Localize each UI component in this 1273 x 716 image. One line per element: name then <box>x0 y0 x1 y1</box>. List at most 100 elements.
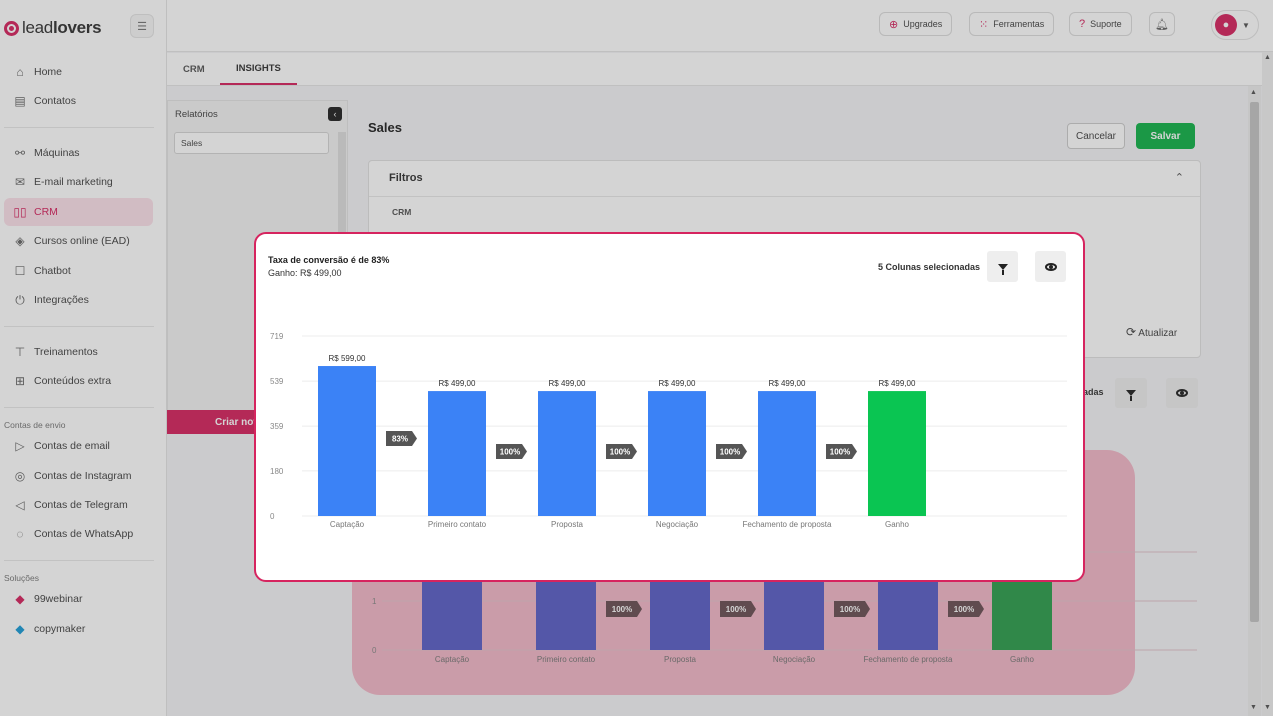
eye-icon <box>1176 389 1188 397</box>
leadlovers-logo[interactable]: leadlovers <box>4 14 102 42</box>
conversion-arrow <box>826 444 857 459</box>
copymaker-icon: ◆ <box>15 622 25 636</box>
logo-icon <box>4 20 19 36</box>
sidebar-item-cursos[interactable]: ◈ Cursos online (EAD) <box>4 227 153 255</box>
divider <box>4 127 154 128</box>
conversion-label: 83% <box>392 435 408 444</box>
scroll-up-icon[interactable]: ▲ <box>1264 54 1271 61</box>
sidebar-item-conteudos-extra[interactable]: ⊞ Conteúdos extra <box>4 367 153 395</box>
sidebar-item-treinamentos[interactable]: ⊤ Treinamentos <box>4 338 153 366</box>
refresh-icon: ⟳ <box>1126 325 1137 339</box>
sidebar-item-copymaker[interactable]: ◆ copymaker <box>4 615 153 643</box>
scroll-down-icon[interactable]: ▼ <box>1250 704 1257 711</box>
avatar: ● <box>1215 14 1237 36</box>
send-icon: ▷ <box>15 439 25 453</box>
chatbot-icon: ☐ <box>14 264 26 278</box>
user-menu[interactable]: ● ▼ <box>1211 10 1259 40</box>
x-tick-label: Primeiro contato <box>537 655 596 664</box>
filter-button[interactable] <box>987 251 1018 282</box>
y-tick-label: 719 <box>270 332 284 341</box>
page-title: Sales <box>368 120 402 135</box>
bar <box>538 391 596 516</box>
home-icon: ⌂ <box>16 65 24 79</box>
scroll-down-icon[interactable]: ▼ <box>1264 704 1271 711</box>
x-tick-label: Ganho <box>885 520 910 529</box>
upgrades-button[interactable]: ⊕ Upgrades <box>879 12 953 36</box>
divider <box>369 196 1200 197</box>
chevron-up-icon[interactable]: ⌃ <box>1174 172 1184 184</box>
tab-insights[interactable]: INSIGHTS <box>220 53 297 85</box>
conversion-arrow <box>606 601 642 617</box>
visibility-button[interactable] <box>1035 251 1066 282</box>
bar <box>428 391 486 516</box>
columns-selected-label: 5 Colunas selecionadas <box>878 262 981 272</box>
x-tick-label: Primeiro contato <box>428 520 487 529</box>
graduation-icon: ◈ <box>15 234 25 248</box>
bar-value-label: R$ 499,00 <box>659 379 696 388</box>
help-icon: ? <box>1079 18 1086 30</box>
x-tick-label: Proposta <box>664 655 697 664</box>
x-tick-label: Ganho <box>1010 655 1035 664</box>
bar-value-label: R$ 499,00 <box>769 379 806 388</box>
x-tick-label: Proposta <box>551 520 584 529</box>
y-tick-label: 0 <box>270 512 275 521</box>
sidebar: leadlovers ☰ ⌂ Home ▤ Contatos ⚯ Máquinas ✉… <box>0 0 167 716</box>
bar <box>868 391 926 516</box>
divider <box>4 326 154 327</box>
bell-icon[interactable]: 🔔︎ <box>1149 12 1175 36</box>
x-tick-label: Captação <box>330 520 365 529</box>
save-button[interactable]: Salvar <box>1136 123 1195 149</box>
sidebar-item-chatbot[interactable]: ☐ Chatbot <box>4 257 153 285</box>
sidebar-item-contatos[interactable]: ▤ Contatos <box>4 87 153 115</box>
refresh-button[interactable]: ⟳ Atualizar <box>1126 325 1178 339</box>
sidebar-item-maquinas[interactable]: ⚯ Máquinas <box>4 139 153 167</box>
funnel-chart: 0 180 359 539 719 R$ 599,00 Captação R$ 499,00 P… <box>270 332 1067 529</box>
sidebar-item-contas-telegram[interactable]: ◁ Contas de Telegram <box>4 491 153 519</box>
sidebar-item-integracoes[interactable]: ⏻ Integrações <box>4 286 153 314</box>
page-scrollbar[interactable]: ▲ ▼ <box>1262 52 1273 716</box>
sidebar-item-99webinar[interactable]: ◆ 99webinar <box>4 585 153 613</box>
ferramentas-button[interactable]: ⁙ Ferramentas <box>969 12 1055 36</box>
instagram-icon: ◎ <box>14 469 26 483</box>
contacts-icon: ▤ <box>14 94 26 108</box>
chevron-left-icon[interactable]: ‹ <box>328 107 342 121</box>
bar-value-label: R$ 499,00 <box>549 379 586 388</box>
bar <box>318 366 376 516</box>
y-tick-label: 1 <box>372 597 377 606</box>
section-solucoes: Soluções <box>4 573 39 583</box>
filter-icon <box>997 263 1008 275</box>
conversion-chart-modal: Taxa de conversão é de 83% Ganho: R$ 499… <box>254 232 1085 582</box>
sidebar-item-crm[interactable]: ▯▯ CRM <box>4 198 153 226</box>
content-scrollbar[interactable]: ▲ ▼ <box>1248 86 1261 716</box>
cancel-button[interactable]: Cancelar <box>1067 123 1125 149</box>
chevron-down-icon: ▼ <box>1242 20 1250 30</box>
conversion-arrow <box>606 444 637 459</box>
x-tick-label: Fechamento de proposta <box>864 655 953 664</box>
visibility-button[interactable] <box>1166 378 1198 408</box>
eye-icon <box>1044 262 1057 271</box>
scroll-up-icon[interactable]: ▲ <box>1250 89 1257 96</box>
y-tick-label: 0 <box>372 646 377 655</box>
x-tick-label: Captação <box>435 655 470 664</box>
sidebar-item-contas-email[interactable]: ▷ Contas de email <box>4 432 153 460</box>
conversion-label: 100% <box>840 605 860 614</box>
report-item-sales[interactable]: Sales <box>174 132 329 154</box>
conversion-arrow <box>716 444 747 459</box>
tab-crm[interactable]: CRM <box>183 63 205 75</box>
conversion-label: 100% <box>830 448 850 457</box>
sidebar-item-email-marketing[interactable]: ✉ E-mail marketing <box>4 168 153 196</box>
suporte-button[interactable]: ? Suporte <box>1069 12 1132 36</box>
y-tick-label: 359 <box>270 422 284 431</box>
conversion-label: 100% <box>500 448 520 457</box>
whatsapp-icon: ◌ <box>16 527 24 541</box>
sidebar-collapse-icon[interactable]: ☰ <box>130 14 154 38</box>
sidebar-item-home[interactable]: ⌂ Home <box>4 58 153 86</box>
sidebar-item-contas-whatsapp[interactable]: ◌ Contas de WhatsApp <box>4 520 153 548</box>
conversion-arrow <box>386 431 417 446</box>
filter-button[interactable] <box>1115 378 1147 408</box>
scrollbar-thumb[interactable] <box>1250 102 1259 622</box>
columns-selected-label: adas <box>1083 387 1104 397</box>
reports-title: Relatórios <box>175 109 218 120</box>
conversion-label: 100% <box>726 605 746 614</box>
sidebar-item-contas-instagram[interactable]: ◎ Contas de Instagram <box>4 462 153 490</box>
